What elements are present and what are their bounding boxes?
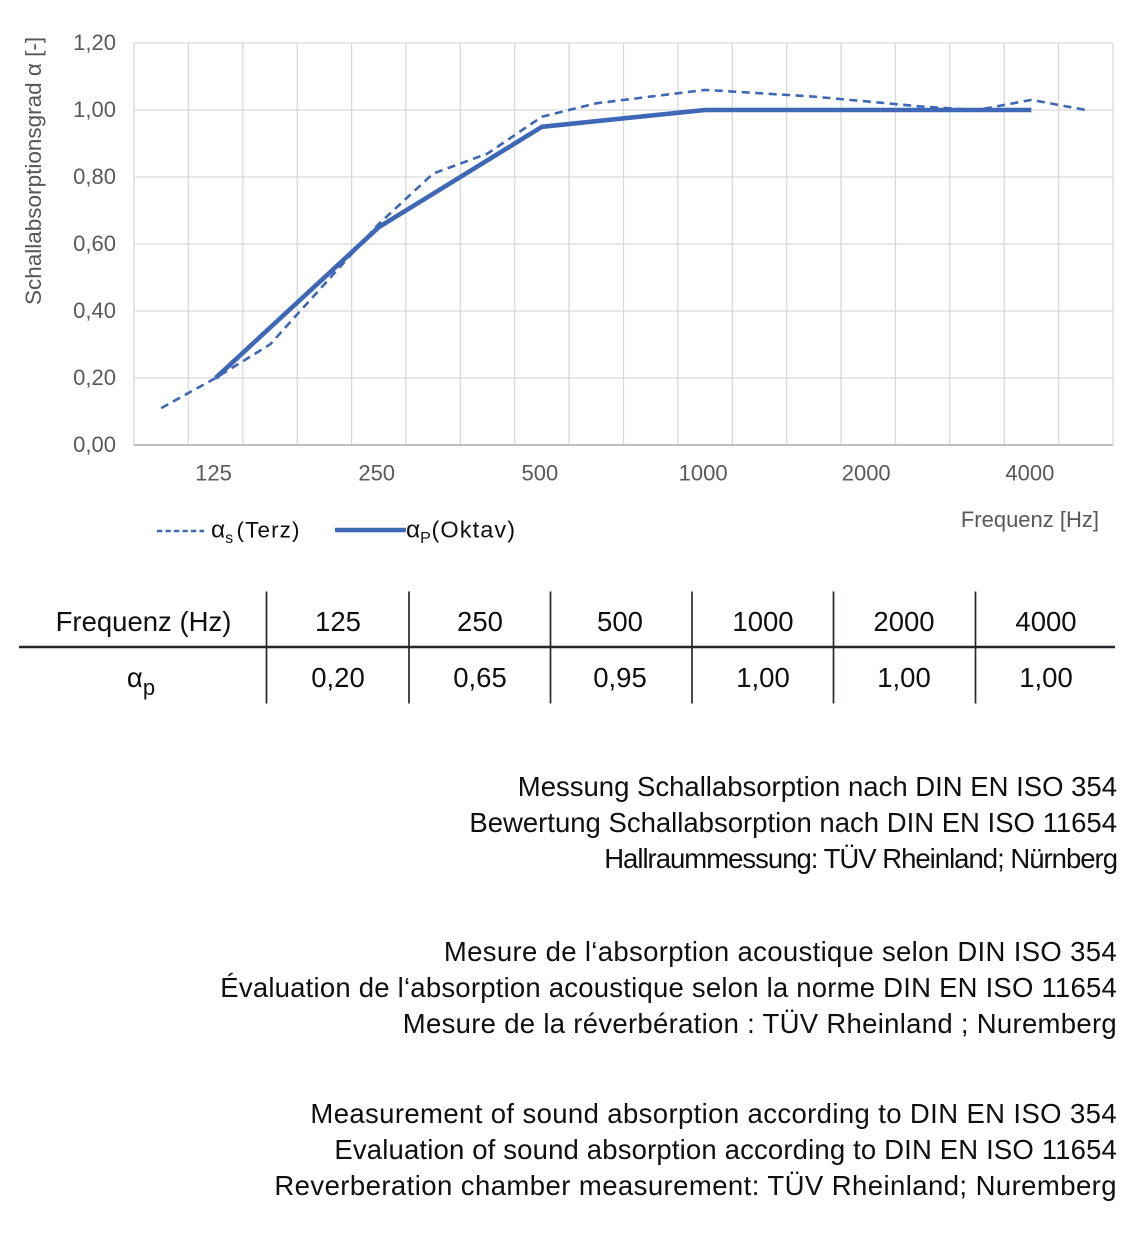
svg-text:αP (Oktav): αP (Oktav)	[406, 517, 516, 548]
svg-text:4000: 4000	[1015, 606, 1076, 637]
svg-text:0,65: 0,65	[453, 662, 507, 693]
svg-text:125: 125	[315, 606, 361, 637]
svg-text:1000: 1000	[732, 606, 793, 637]
svg-text:0,20: 0,20	[73, 365, 116, 390]
svg-text:0,60: 0,60	[73, 231, 116, 256]
svg-text:1,00: 1,00	[73, 97, 116, 122]
svg-text:1,00: 1,00	[877, 662, 931, 693]
svg-text:2000: 2000	[842, 461, 891, 486]
svg-text:1,00: 1,00	[1019, 662, 1073, 693]
svg-text:500: 500	[522, 461, 559, 486]
svg-text:250: 250	[457, 606, 503, 637]
svg-text:0,20: 0,20	[311, 662, 365, 693]
svg-text:0,80: 0,80	[73, 164, 116, 189]
svg-text:0,00: 0,00	[73, 432, 116, 457]
svg-text:αp: αp	[127, 662, 155, 700]
svg-text:Frequenz (Hz): Frequenz (Hz)	[56, 606, 232, 637]
svg-text:4000: 4000	[1005, 461, 1054, 486]
svg-text:500: 500	[597, 606, 643, 637]
svg-text:250: 250	[358, 461, 395, 486]
svg-text:Frequenz [Hz]: Frequenz [Hz]	[961, 507, 1099, 532]
svg-text:0,95: 0,95	[593, 662, 647, 693]
svg-text:1000: 1000	[679, 461, 728, 486]
svg-text:2000: 2000	[873, 606, 934, 637]
svg-text:1,00: 1,00	[736, 662, 790, 693]
svg-text:αs (Terz): αs (Terz)	[211, 517, 301, 548]
svg-text:0,40: 0,40	[73, 298, 116, 323]
svg-text:125: 125	[195, 461, 232, 486]
svg-text:Schallabsorptionsgrad α [-]: Schallabsorptionsgrad α [-]	[21, 37, 46, 305]
svg-text:1,20: 1,20	[73, 30, 116, 55]
